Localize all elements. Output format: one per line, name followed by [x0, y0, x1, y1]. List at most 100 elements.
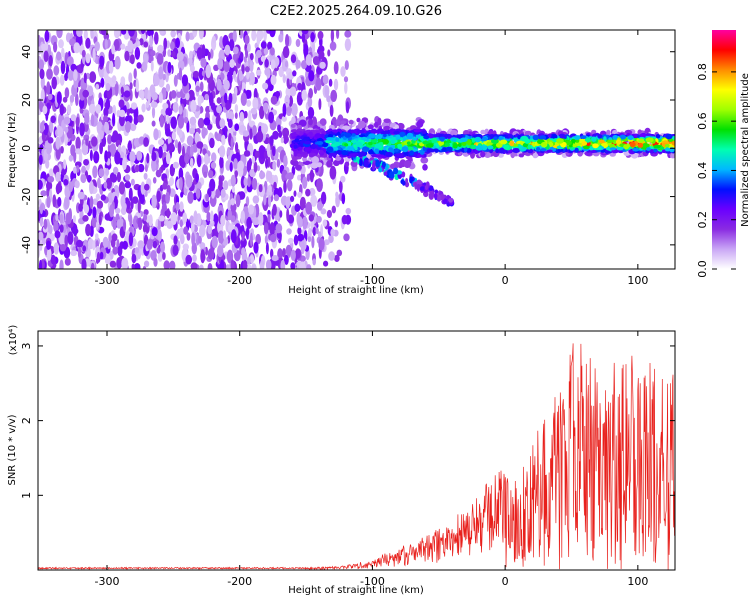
heatmap-cell	[216, 78, 222, 91]
heatmap-cell	[69, 94, 75, 103]
heatmap-cell	[141, 30, 145, 35]
heatmap-cell	[290, 54, 297, 64]
heatmap-cell	[281, 115, 287, 122]
heatmap-cell	[77, 191, 85, 200]
heatmap-cell	[59, 74, 65, 86]
heatmap-cell	[208, 169, 214, 179]
snr-y-ticks: 123	[20, 342, 675, 499]
heatmap-cell	[118, 181, 125, 195]
heatmap-cell	[216, 105, 223, 114]
heatmap-cell	[316, 162, 323, 168]
heatmap-cell	[265, 242, 269, 255]
y-tick-label: 20	[20, 93, 33, 107]
heatmap-cell	[368, 133, 376, 139]
heatmap-cell	[124, 50, 130, 62]
heatmap-cell	[178, 129, 183, 139]
heatmap-cell	[158, 146, 163, 159]
heatmap-cell	[393, 167, 399, 175]
heatmap-cell	[130, 123, 137, 132]
heatmap-cell	[52, 194, 57, 208]
heatmap-cell	[40, 75, 45, 90]
heatmap-cell	[56, 30, 63, 39]
heatmap-cell	[95, 83, 100, 90]
heatmap-cell	[336, 249, 343, 257]
heatmap-cell	[83, 72, 87, 84]
heatmap-cell	[83, 204, 90, 214]
heatmap-cell	[56, 94, 61, 104]
heatmap-cell	[619, 134, 627, 140]
heatmap-cell	[444, 133, 448, 139]
heatmap-cell	[81, 165, 86, 173]
heatmap-cell	[321, 133, 325, 138]
heatmap-cell	[348, 146, 353, 151]
heatmap-cell	[522, 142, 529, 148]
heatmap-cell	[227, 118, 233, 129]
heatmap-cell	[46, 147, 51, 155]
heatmap-cell	[47, 137, 54, 144]
heatmap-cell	[221, 134, 226, 146]
heatmap-cell	[119, 109, 126, 118]
heatmap-cell	[316, 141, 324, 145]
heatmap-cell	[165, 191, 171, 204]
heatmap-cell	[442, 147, 447, 152]
heatmap-cell	[444, 142, 450, 147]
heatmap-cell	[670, 152, 675, 159]
heatmap-cell	[277, 124, 281, 133]
heatmap-cell	[296, 130, 300, 135]
heatmap-cell	[55, 136, 61, 150]
heatmap-cell	[627, 135, 634, 141]
heatmap-cell	[210, 210, 214, 224]
heatmap-cell	[90, 114, 95, 127]
heatmap-cell	[438, 140, 445, 146]
heatmap-cell	[345, 101, 350, 114]
heatmap-cell	[297, 82, 303, 91]
heatmap-cell	[245, 227, 250, 240]
heatmap-cell	[98, 168, 105, 178]
heatmap-cell	[286, 208, 290, 222]
heatmap-cell	[312, 226, 316, 236]
heatmap-cell	[141, 61, 147, 71]
y-tick-label: 3	[20, 342, 33, 349]
heatmap-cell	[266, 170, 273, 181]
x-tick-label: 0	[502, 575, 509, 588]
heatmap-cell	[168, 142, 175, 152]
heatmap-cell	[350, 129, 356, 134]
heatmap-cell	[292, 156, 298, 162]
heatmap-cell	[68, 155, 74, 162]
heatmap-cell	[95, 104, 101, 114]
heatmap-cell	[310, 194, 318, 207]
heatmap-cell	[499, 139, 508, 145]
heatmap-cell	[238, 191, 246, 200]
heatmap-cell	[308, 118, 313, 126]
heatmap-cell	[136, 150, 143, 161]
heatmap-cell	[592, 143, 599, 149]
heatmap-cell	[263, 222, 269, 235]
heatmap-cell	[450, 137, 458, 142]
heatmap-cell	[92, 206, 97, 219]
heatmap-cell	[74, 180, 80, 189]
heatmap-cell	[75, 93, 79, 106]
heatmap-cell	[63, 179, 69, 186]
heatmap-cell	[127, 140, 132, 153]
heatmap-cell	[263, 30, 267, 42]
heatmap-cell	[245, 196, 250, 207]
heatmap-cell	[73, 69, 78, 82]
heatmap-cell	[330, 89, 338, 102]
heatmap-cell	[331, 205, 336, 214]
heatmap-cell	[243, 177, 248, 187]
heatmap-cell	[103, 115, 109, 123]
heatmap-cell	[294, 203, 301, 212]
heatmap-cell	[121, 30, 127, 35]
heatmap-cell	[344, 30, 352, 38]
heatmap-cell	[69, 38, 76, 46]
heatmap-cell	[423, 135, 430, 140]
heatmap-cell	[258, 184, 263, 193]
heatmap-cell	[204, 93, 209, 101]
heatmap-cell	[89, 71, 97, 83]
heatmap-cell	[291, 116, 296, 124]
heatmap-cell	[383, 125, 392, 132]
heatmap-cell	[137, 163, 145, 173]
heatmap-cell	[664, 144, 670, 148]
heatmap-cell	[378, 149, 385, 155]
heatmap-cell	[309, 187, 316, 197]
